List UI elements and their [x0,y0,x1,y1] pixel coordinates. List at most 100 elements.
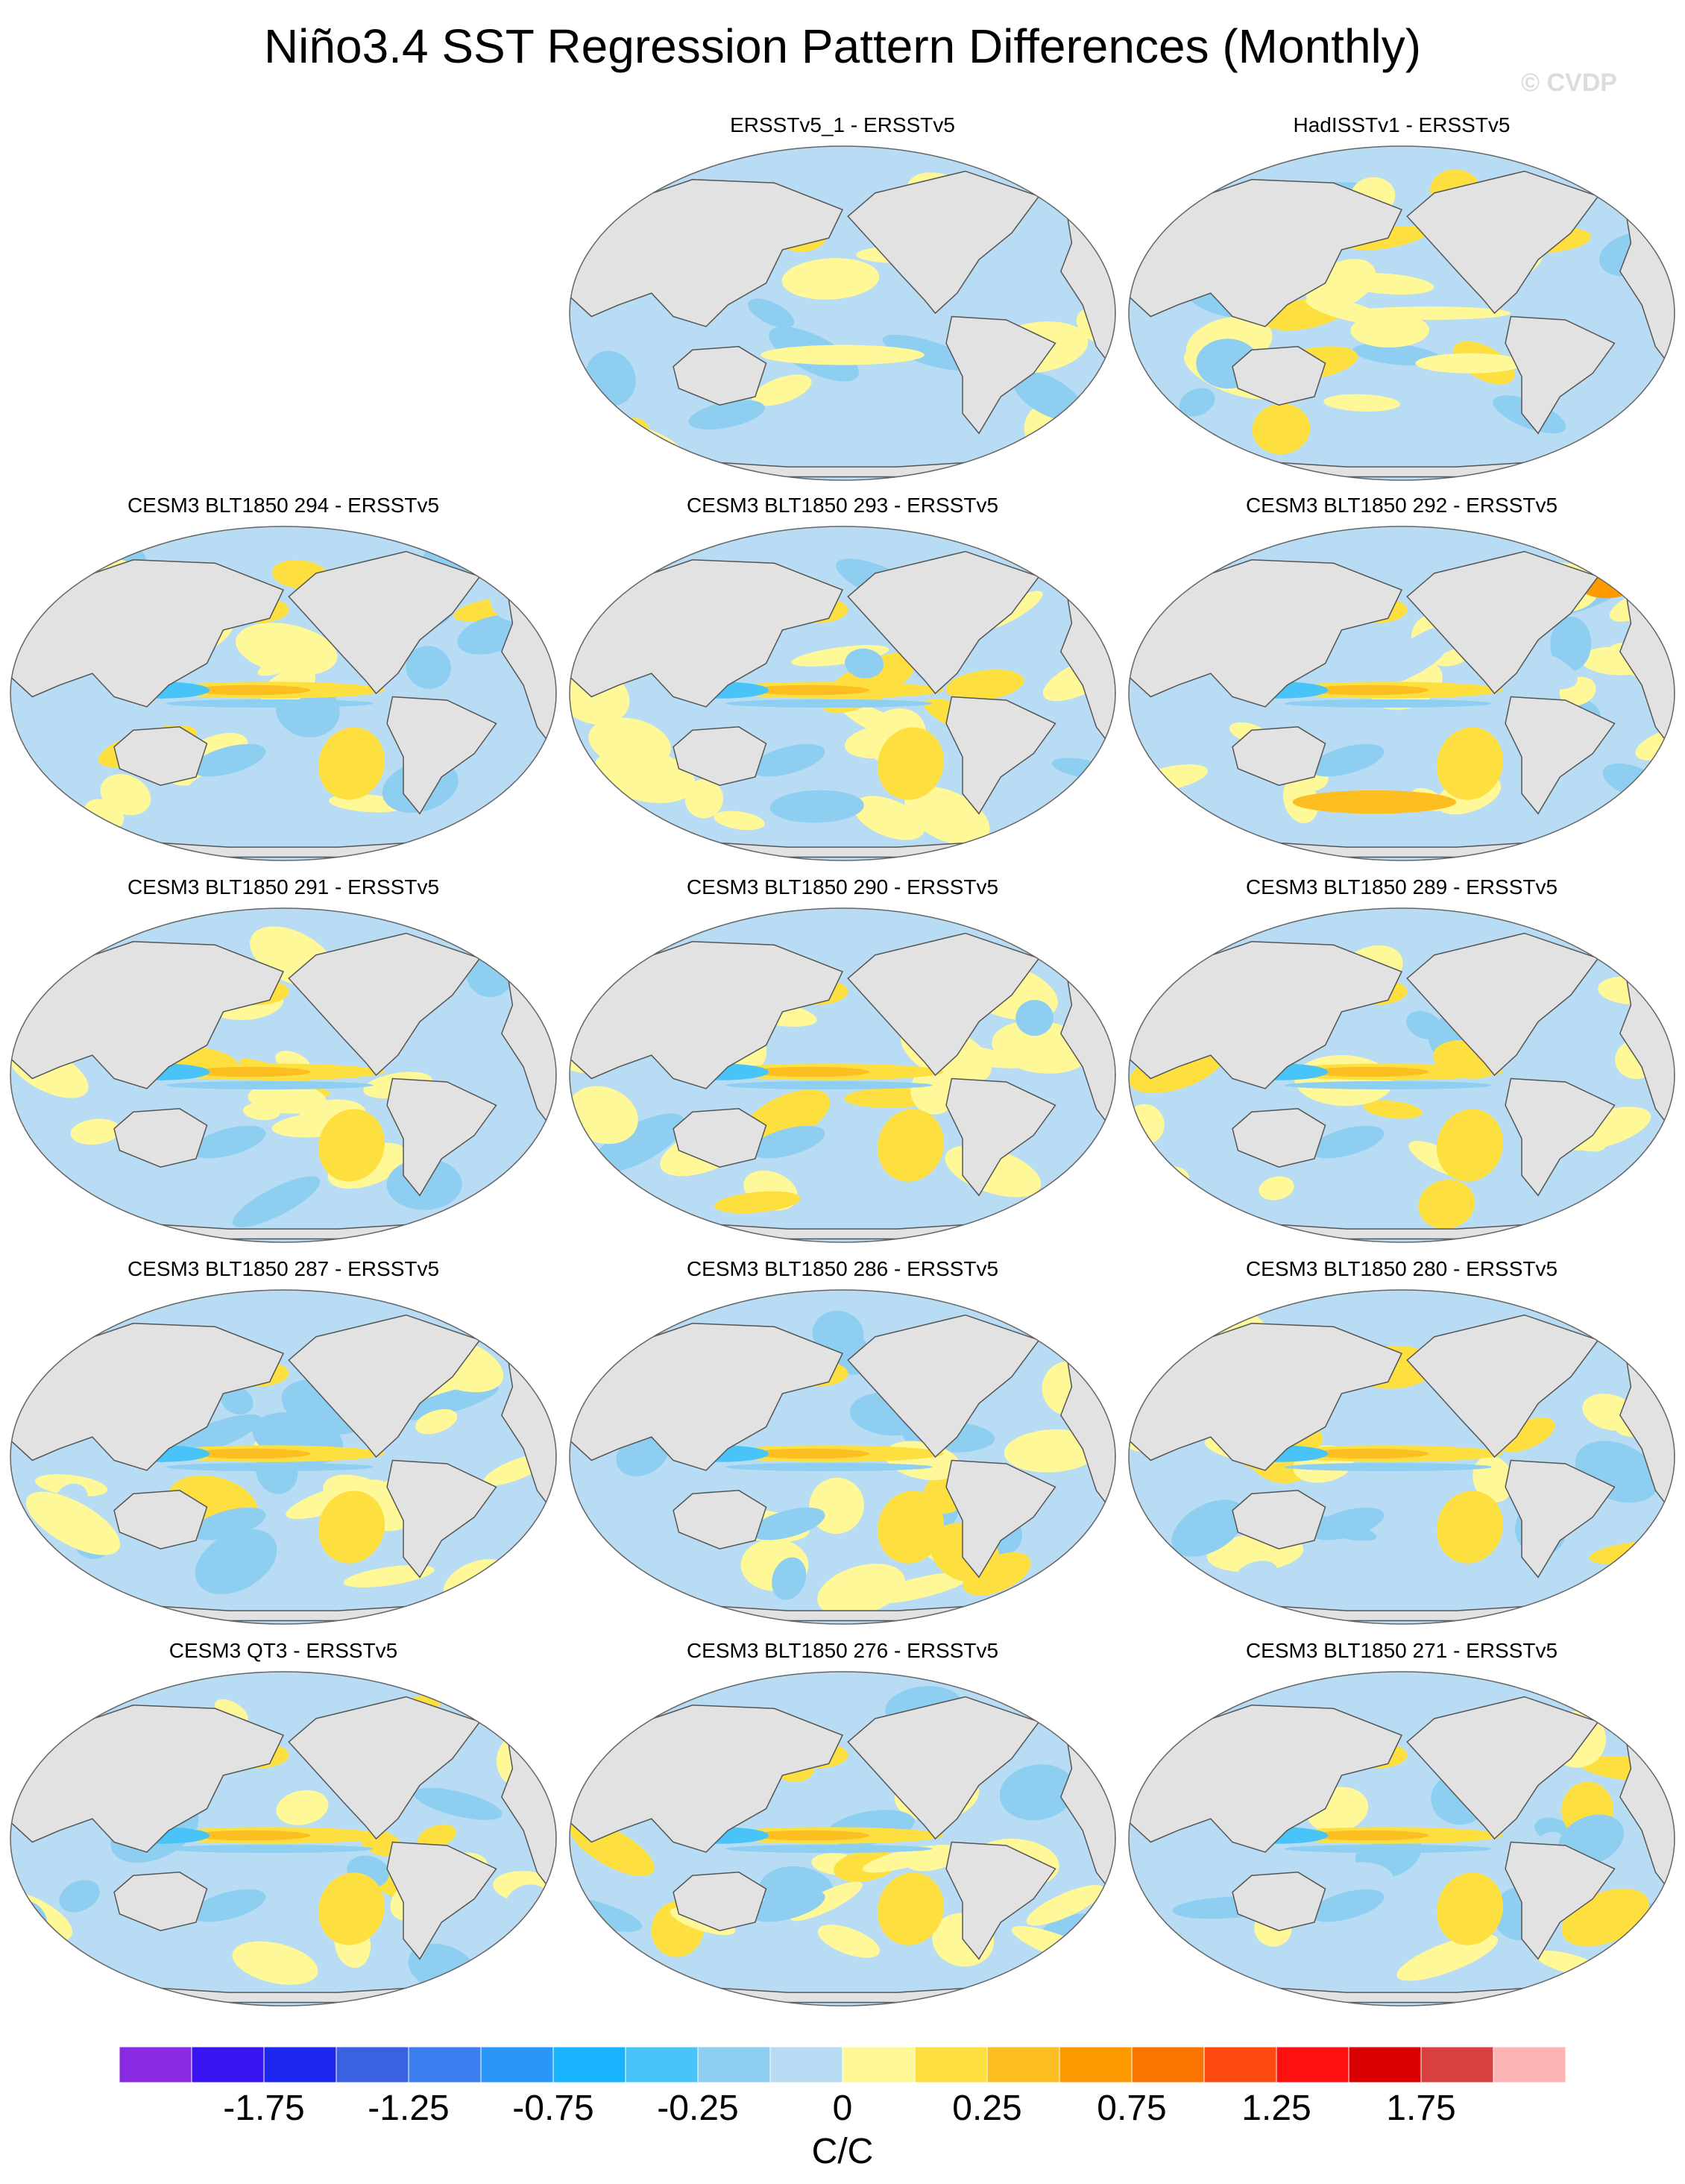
map-border [10,907,557,1243]
north-america-landmass [288,550,481,695]
australia-landmass [1232,1872,1326,1931]
anomaly-patch [1252,403,1311,455]
asia-landmass [1129,1323,1403,1471]
panel-title: CESM3 BLT1850 280 - ERSSTv5 [1245,1257,1558,1280]
anomaly-patch [1075,1566,1115,1611]
south-pacific-warm-band [1415,353,1525,374]
south-america-landmass [1505,1459,1616,1579]
colorbar-labels: -1.75 -1.25 -0.75 -0.25 0 0.25 0.75 1.25 1.75 [0,2088,1685,2133]
anomaly-patch [343,1564,435,1587]
anomaly-patch [1582,1393,1637,1431]
anomaly-patch [999,1764,1076,1821]
anomaly-patch [1350,313,1430,348]
anomaly-patch [684,778,724,819]
anomaly-patch [236,623,338,676]
anomaly-patch [1550,617,1592,672]
map-field [570,526,1115,860]
equatorial-cool-band [725,1080,933,1090]
colorbar-swatch [842,2047,916,2083]
anomaly-patch [531,1332,556,1368]
asia-landmass [10,559,285,708]
asia-landmass [570,179,844,327]
anomaly-patch [714,811,765,831]
equatorial-warm-core [749,1066,870,1077]
south-pacific-cool-patch [192,743,266,777]
north-america-landmass [847,1696,1040,1840]
north-america-landmass [847,932,1040,1077]
australia-landmass [673,1108,767,1168]
south-pacific-warm-band [1436,727,1504,800]
equatorial-warm-core [190,1448,311,1459]
map-field [570,1672,1115,2006]
north-america-landmass [847,1314,1040,1458]
panel-title: CESM3 BLT1850 291 - ERSSTv5 [127,875,440,899]
anomaly-patch [1138,412,1173,453]
panel-title: ERSSTv5_1 - ERSSTv5 [730,113,955,136]
asia-landmass [1129,941,1403,1089]
colorbar-swatch [914,2047,988,2083]
anomaly-patch [220,1385,253,1414]
map-border [1128,1671,1675,2007]
map-field [1129,526,1675,860]
anomaly-patch [1171,1499,1246,1557]
north-america-landmass [288,1314,481,1458]
australia-landmass [673,1872,767,1931]
anomaly-patch [1026,1885,1104,1926]
map-field [1129,1672,1675,2006]
australia-landmass [1232,1108,1326,1168]
map-panel: ERSSTv5_1 - ERSSTv5 [567,112,1118,485]
equatorial-cool-band [1284,1462,1492,1472]
panel-title: CESM3 BLT1850 293 - ERSSTv5 [686,494,999,517]
south-america-landmass [945,1841,1056,1960]
anomaly-patch [688,400,765,429]
south-pacific-warm-band [877,727,945,800]
anomaly-patch [1364,1100,1423,1119]
colorbar-swatch [1131,2047,1205,2083]
colorbar-swatch [625,2047,699,2083]
robinson-map [10,907,557,1243]
south-america-landmass [386,1841,497,1960]
south-america-landmass [386,1459,497,1579]
south-pacific-cool-patch [751,1125,825,1159]
colorbar-swatch [1203,2047,1277,2083]
anomaly-patch [59,1880,100,1913]
panel-title: CESM3 BLT1850 294 - ERSSTv5 [127,494,440,517]
south-pacific-warm-band [877,1491,945,1564]
map-field [1129,146,1675,480]
north-america-landmass [288,1696,481,1840]
anomaly-patch [1004,1429,1100,1473]
australia-landmass [113,1108,208,1168]
map-border [10,1289,557,1625]
australia-landmass [673,346,767,406]
south-pacific-cool-patch [751,1507,825,1541]
map-border [1128,907,1675,1243]
south-pacific-cool-patch [751,1889,825,1922]
robinson-map [10,1671,557,2007]
anomaly-patch [863,1845,946,1873]
map-panel: CESM3 BLT1850 287 - ERSSTv5 [7,1256,559,1628]
south-pacific-warm-band [318,727,385,800]
south-pacific-warm-band [1436,1491,1504,1564]
robinson-map [10,1289,557,1625]
colorbar-swatch [986,2047,1060,2083]
asia-landmass [1129,179,1403,327]
asia-landmass [570,941,844,1089]
anomaly-patch [519,550,556,591]
colorbar [119,2047,1566,2083]
australia-landmass [113,1490,208,1549]
map-border [10,526,557,861]
anomaly-patch [1132,1171,1177,1227]
anomaly-patch [781,258,880,300]
equatorial-warm-core [1308,685,1429,696]
colorbar-swatch [263,2047,337,2083]
anomaly-patch [415,1409,458,1435]
map-field [570,908,1115,1242]
map-panel: CESM3 BLT1850 294 - ERSSTv5 [7,492,559,865]
asia-landmass [570,1323,844,1471]
north-america-landmass [1406,1696,1599,1840]
anomaly-patch [570,541,604,583]
asia-landmass [570,559,844,708]
colorbar-swatch [1276,2047,1349,2083]
colorbar-swatch [408,2047,482,2083]
australia-landmass [113,1872,208,1931]
